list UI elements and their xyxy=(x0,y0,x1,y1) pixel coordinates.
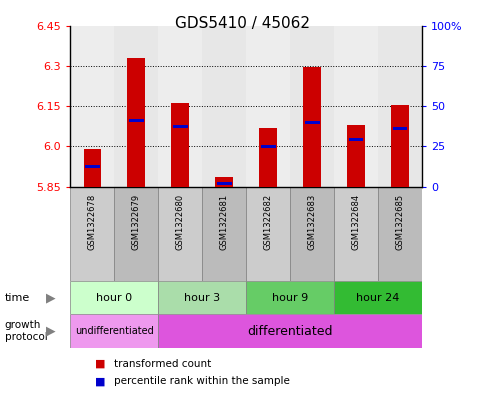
Bar xyxy=(392,127,407,130)
Bar xyxy=(158,281,245,314)
Text: GSM1322685: GSM1322685 xyxy=(394,194,404,250)
Text: percentile rank within the sample: percentile rank within the sample xyxy=(114,376,289,386)
Bar xyxy=(202,187,245,281)
Text: ■: ■ xyxy=(94,358,105,369)
Bar xyxy=(70,314,158,348)
Bar xyxy=(172,125,187,128)
Bar xyxy=(333,26,377,187)
Text: ▶: ▶ xyxy=(46,291,56,304)
Text: hour 24: hour 24 xyxy=(356,293,399,303)
Text: hour 9: hour 9 xyxy=(272,293,307,303)
Bar xyxy=(245,26,289,187)
Text: ■: ■ xyxy=(94,376,105,386)
Bar xyxy=(289,26,333,187)
Bar xyxy=(289,187,333,281)
Bar xyxy=(260,145,275,148)
Bar xyxy=(70,26,114,187)
Text: time: time xyxy=(5,293,30,303)
Bar xyxy=(70,281,158,314)
Bar xyxy=(158,26,202,187)
Bar xyxy=(347,125,364,187)
Text: hour 3: hour 3 xyxy=(184,293,220,303)
Bar xyxy=(348,138,363,141)
Bar xyxy=(171,103,189,187)
Text: undifferentiated: undifferentiated xyxy=(75,326,153,336)
Bar xyxy=(245,187,289,281)
Text: GSM1322678: GSM1322678 xyxy=(88,194,97,250)
Bar xyxy=(259,128,276,187)
Text: GSM1322683: GSM1322683 xyxy=(307,194,316,250)
Text: GSM1322681: GSM1322681 xyxy=(219,194,228,250)
Text: GSM1322684: GSM1322684 xyxy=(351,194,360,250)
Bar xyxy=(215,177,232,187)
Bar xyxy=(304,121,319,124)
Bar xyxy=(114,26,158,187)
Bar xyxy=(127,58,145,187)
Bar xyxy=(333,281,421,314)
Text: GSM1322679: GSM1322679 xyxy=(132,194,140,250)
Bar xyxy=(377,187,421,281)
Bar xyxy=(158,314,421,348)
Text: growth
protocol: growth protocol xyxy=(5,320,47,342)
Text: differentiated: differentiated xyxy=(247,325,332,338)
Bar xyxy=(302,67,320,187)
Bar xyxy=(114,187,158,281)
Text: hour 0: hour 0 xyxy=(96,293,132,303)
Bar xyxy=(377,26,421,187)
Bar xyxy=(245,281,333,314)
Bar xyxy=(83,149,101,187)
Text: ▶: ▶ xyxy=(46,325,56,338)
Bar xyxy=(391,105,408,187)
Text: GDS5410 / 45062: GDS5410 / 45062 xyxy=(175,16,309,31)
Text: transformed count: transformed count xyxy=(114,358,211,369)
Bar xyxy=(129,119,143,122)
Bar xyxy=(202,26,245,187)
Text: GSM1322682: GSM1322682 xyxy=(263,194,272,250)
Bar xyxy=(158,187,202,281)
Bar xyxy=(85,165,100,168)
Bar xyxy=(333,187,377,281)
Bar xyxy=(216,182,231,185)
Text: GSM1322680: GSM1322680 xyxy=(175,194,184,250)
Bar xyxy=(70,187,114,281)
